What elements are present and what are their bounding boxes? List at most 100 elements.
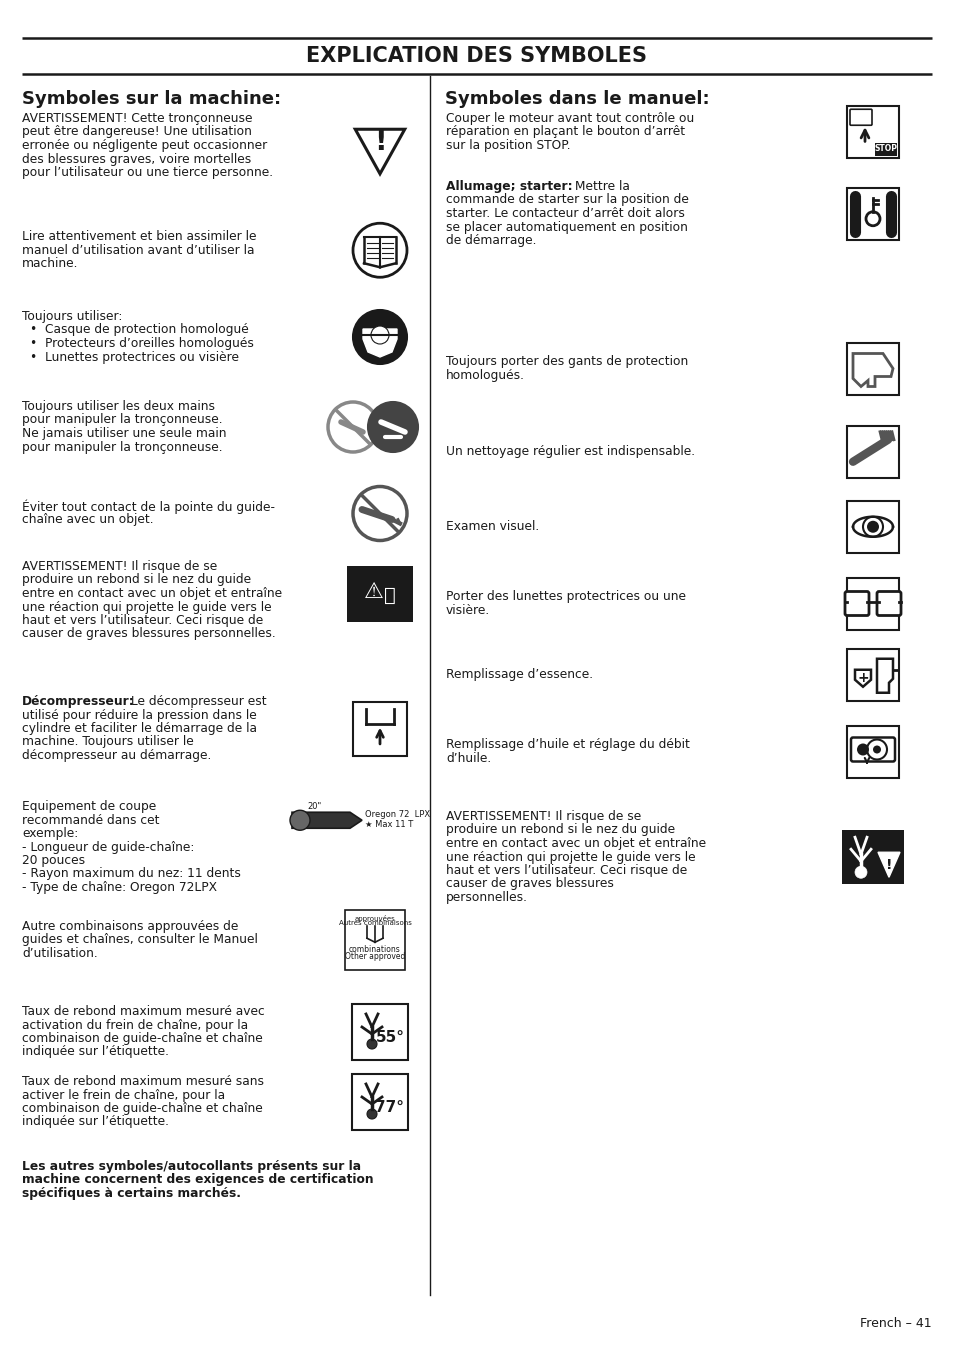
Text: haut et vers l’utilisateur. Ceci risque de: haut et vers l’utilisateur. Ceci risque … bbox=[22, 614, 263, 627]
Text: Autre combinaisons approuvées de: Autre combinaisons approuvées de bbox=[22, 919, 238, 933]
Text: combinaison de guide-chaîne et chaîne: combinaison de guide-chaîne et chaîne bbox=[22, 1102, 262, 1115]
Text: réparation en plaçant le bouton d’arrêt: réparation en plaçant le bouton d’arrêt bbox=[446, 126, 684, 138]
Text: STOP: STOP bbox=[874, 143, 897, 153]
Text: une réaction qui projette le guide vers le: une réaction qui projette le guide vers … bbox=[446, 850, 695, 864]
Text: peut être dangereuse! Une utilisation: peut être dangereuse! Une utilisation bbox=[22, 126, 252, 138]
Text: Taux de rebond maximum mesuré sans: Taux de rebond maximum mesuré sans bbox=[22, 1075, 264, 1088]
Text: d’huile.: d’huile. bbox=[446, 752, 491, 764]
Text: •  Casque de protection homologué: • Casque de protection homologué bbox=[30, 323, 249, 337]
FancyBboxPatch shape bbox=[347, 565, 413, 622]
FancyBboxPatch shape bbox=[846, 188, 898, 239]
Text: une réaction qui projette le guide vers le: une réaction qui projette le guide vers … bbox=[22, 600, 272, 614]
Text: commande de starter sur la position de: commande de starter sur la position de bbox=[446, 193, 688, 207]
Text: Other approved: Other approved bbox=[344, 952, 405, 961]
Text: Oregon 72  LPX: Oregon 72 LPX bbox=[365, 810, 430, 819]
Text: haut et vers l’utilisateur. Ceci risque de: haut et vers l’utilisateur. Ceci risque … bbox=[446, 864, 686, 877]
Circle shape bbox=[856, 744, 868, 756]
FancyBboxPatch shape bbox=[844, 592, 868, 615]
FancyBboxPatch shape bbox=[846, 726, 898, 777]
Text: de démarrage.: de démarrage. bbox=[446, 234, 536, 247]
Text: des blessures graves, voire mortelles: des blessures graves, voire mortelles bbox=[22, 153, 251, 165]
Text: AVERTISSEMENT! Cette tronçonneuse: AVERTISSEMENT! Cette tronçonneuse bbox=[22, 112, 253, 124]
Text: Un nettoyage régulier est indispensable.: Un nettoyage régulier est indispensable. bbox=[446, 445, 695, 458]
FancyBboxPatch shape bbox=[846, 577, 898, 630]
Polygon shape bbox=[363, 329, 396, 357]
Text: !: ! bbox=[374, 127, 386, 155]
Text: d’utilisation.: d’utilisation. bbox=[22, 946, 97, 960]
FancyBboxPatch shape bbox=[841, 830, 903, 884]
Text: Lire attentivement et bien assimiler le: Lire attentivement et bien assimiler le bbox=[22, 230, 256, 243]
Text: Toujours utiliser:: Toujours utiliser: bbox=[22, 310, 122, 323]
Text: Examen visuel.: Examen visuel. bbox=[446, 521, 538, 533]
FancyBboxPatch shape bbox=[846, 342, 898, 395]
FancyBboxPatch shape bbox=[846, 500, 898, 553]
Polygon shape bbox=[292, 813, 361, 829]
Text: pour l’utilisateur ou une tierce personne.: pour l’utilisateur ou une tierce personn… bbox=[22, 166, 273, 178]
Text: erronée ou négligente peut occasionner: erronée ou négligente peut occasionner bbox=[22, 139, 267, 151]
FancyBboxPatch shape bbox=[876, 592, 900, 615]
Text: - Longueur de guide-chaîne:: - Longueur de guide-chaîne: bbox=[22, 841, 194, 853]
Text: Equipement de coupe: Equipement de coupe bbox=[22, 800, 156, 813]
Text: 20 pouces: 20 pouces bbox=[22, 854, 85, 867]
Text: chaîne avec un objet.: chaîne avec un objet. bbox=[22, 514, 153, 526]
Text: AVERTISSEMENT! Il risque de se: AVERTISSEMENT! Il risque de se bbox=[446, 810, 640, 823]
Text: spécifiques à certains marchés.: spécifiques à certains marchés. bbox=[22, 1187, 241, 1201]
Circle shape bbox=[290, 810, 310, 830]
Text: produire un rebond si le nez du guide: produire un rebond si le nez du guide bbox=[446, 823, 675, 837]
Text: activation du frein de chaîne, pour la: activation du frein de chaîne, pour la bbox=[22, 1018, 248, 1032]
Text: décompresseur au démarrage.: décompresseur au démarrage. bbox=[22, 749, 212, 763]
FancyBboxPatch shape bbox=[846, 107, 898, 158]
Text: •  Lunettes protectrices ou visière: • Lunettes protectrices ou visière bbox=[30, 350, 239, 364]
Text: Toujours utiliser les deux mains: Toujours utiliser les deux mains bbox=[22, 400, 214, 412]
Text: Ne jamais utiliser une seule main: Ne jamais utiliser une seule main bbox=[22, 427, 226, 439]
Text: exemple:: exemple: bbox=[22, 827, 78, 840]
Circle shape bbox=[367, 1109, 376, 1119]
Text: Toujours porter des gants de protection: Toujours porter des gants de protection bbox=[446, 356, 687, 368]
FancyBboxPatch shape bbox=[353, 702, 407, 756]
Text: indiquée sur l’étiquette.: indiquée sur l’étiquette. bbox=[22, 1045, 169, 1059]
Text: Allumage; starter:: Allumage; starter: bbox=[446, 180, 572, 193]
Text: manuel d’utilisation avant d’utiliser la: manuel d’utilisation avant d’utiliser la bbox=[22, 243, 254, 257]
FancyBboxPatch shape bbox=[846, 426, 898, 477]
Text: 👤: 👤 bbox=[384, 587, 395, 606]
Text: pour manipuler la tronçonneuse.: pour manipuler la tronçonneuse. bbox=[22, 441, 222, 453]
Text: produire un rebond si le nez du guide: produire un rebond si le nez du guide bbox=[22, 573, 251, 587]
Text: !: ! bbox=[884, 859, 891, 872]
Text: approuvées: approuvées bbox=[355, 915, 395, 922]
Text: cylindre et faciliter le démarrage de la: cylindre et faciliter le démarrage de la bbox=[22, 722, 256, 735]
Text: causer de graves blessures: causer de graves blessures bbox=[446, 877, 613, 891]
Text: entre en contact avec un objet et entraîne: entre en contact avec un objet et entraî… bbox=[22, 587, 282, 600]
Circle shape bbox=[866, 521, 878, 533]
FancyBboxPatch shape bbox=[849, 110, 871, 126]
Text: Porter des lunettes protectrices ou une: Porter des lunettes protectrices ou une bbox=[446, 589, 685, 603]
Text: Couper le moteur avant tout contrôle ou: Couper le moteur avant tout contrôle ou bbox=[446, 112, 694, 124]
Polygon shape bbox=[877, 852, 899, 877]
Text: EXPLICATION DES SYMBOLES: EXPLICATION DES SYMBOLES bbox=[306, 46, 647, 66]
Text: French – 41: French – 41 bbox=[860, 1317, 931, 1330]
Text: causer de graves blessures personnelles.: causer de graves blessures personnelles. bbox=[22, 627, 275, 641]
FancyBboxPatch shape bbox=[345, 910, 405, 971]
Text: Autres combinaisons: Autres combinaisons bbox=[338, 921, 411, 926]
Text: ★ Max 11 T: ★ Max 11 T bbox=[365, 821, 413, 829]
Text: Remplissage d’essence.: Remplissage d’essence. bbox=[446, 668, 593, 681]
Text: se placer automatiquement en position: se placer automatiquement en position bbox=[446, 220, 687, 234]
Text: ⚠: ⚠ bbox=[364, 581, 384, 602]
Text: indiquée sur l’étiquette.: indiquée sur l’étiquette. bbox=[22, 1115, 169, 1129]
Text: visière.: visière. bbox=[446, 603, 490, 617]
Circle shape bbox=[367, 1038, 376, 1049]
Text: utilisé pour réduire la pression dans le: utilisé pour réduire la pression dans le bbox=[22, 708, 256, 722]
Text: machine.: machine. bbox=[22, 257, 78, 270]
Text: combinaison de guide-chaîne et chaîne: combinaison de guide-chaîne et chaîne bbox=[22, 1032, 262, 1045]
FancyBboxPatch shape bbox=[352, 1073, 408, 1130]
Text: 55°: 55° bbox=[375, 1029, 404, 1045]
Text: - Type de chaîne: Oregon 72LPX: - Type de chaîne: Oregon 72LPX bbox=[22, 882, 216, 894]
Text: Remplissage d’huile et réglage du débit: Remplissage d’huile et réglage du débit bbox=[446, 738, 689, 750]
Circle shape bbox=[371, 326, 389, 343]
Text: Mettre la: Mettre la bbox=[571, 180, 629, 193]
Text: Symboles dans le manuel:: Symboles dans le manuel: bbox=[444, 91, 709, 108]
Text: 77°: 77° bbox=[375, 1099, 404, 1114]
Text: Décompresseur:: Décompresseur: bbox=[22, 695, 134, 708]
Text: homologués.: homologués. bbox=[446, 369, 524, 381]
FancyBboxPatch shape bbox=[850, 737, 894, 761]
Text: AVERTISSEMENT! Il risque de se: AVERTISSEMENT! Il risque de se bbox=[22, 560, 217, 573]
